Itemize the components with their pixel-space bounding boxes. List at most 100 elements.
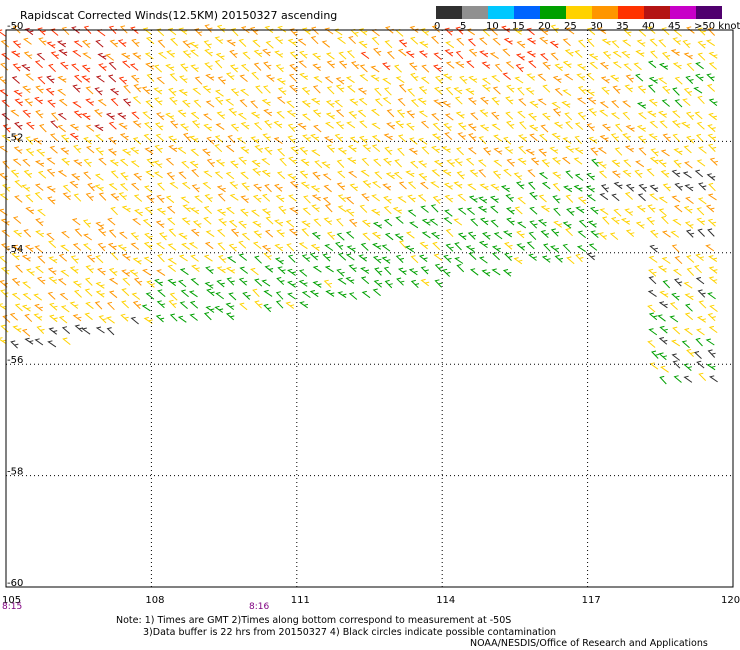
wind-barb — [585, 89, 595, 97]
wind-barb — [73, 193, 82, 202]
wind-barb — [134, 209, 143, 217]
wind-barb — [108, 290, 118, 299]
wind-barb — [528, 231, 537, 240]
wind-barb — [69, 301, 79, 309]
legend-swatch — [644, 6, 670, 19]
wind-barb — [433, 64, 442, 73]
wind-barb — [671, 169, 681, 178]
wind-barb — [24, 337, 34, 345]
wind-barb — [360, 51, 370, 60]
wind-barb — [623, 159, 632, 168]
wind-barb — [226, 277, 235, 286]
wind-barb — [622, 133, 631, 141]
wind-barb — [190, 278, 199, 286]
wind-barb — [72, 280, 82, 288]
wind-barb — [25, 148, 35, 157]
wind-barb — [121, 300, 130, 309]
wind-barb — [120, 313, 129, 322]
wind-barb — [240, 88, 249, 97]
wind-barb — [374, 87, 382, 96]
wind-barb — [85, 192, 94, 202]
y-tick-label: -52 — [7, 132, 23, 143]
legend-swatch — [488, 6, 514, 19]
y-tick-label: -60 — [7, 578, 23, 589]
wind-barb — [635, 160, 645, 168]
wind-barb — [0, 193, 9, 201]
wind-barb — [145, 292, 155, 300]
wind-barb — [96, 29, 106, 37]
wind-barb — [470, 218, 479, 227]
wind-barb — [696, 133, 704, 143]
wind-barb — [590, 230, 599, 238]
wind-barb — [562, 243, 571, 253]
wind-barb — [218, 255, 227, 264]
wind-barb — [360, 267, 370, 274]
wind-barb — [611, 100, 620, 109]
wind-barb — [648, 276, 657, 285]
wind-barb — [214, 60, 223, 69]
wind-barb — [238, 240, 247, 249]
wind-barb — [298, 242, 308, 250]
wind-barb — [250, 100, 258, 109]
wind-barb — [588, 136, 598, 144]
wind-barb — [361, 157, 370, 167]
wind-barb — [549, 40, 559, 49]
wind-barb — [263, 85, 271, 94]
wind-barb — [528, 112, 537, 121]
wind-barb — [157, 254, 165, 263]
wind-barb — [325, 112, 335, 120]
legend-label: 45 — [668, 21, 681, 32]
wind-barb — [454, 242, 462, 251]
wind-barb — [483, 147, 492, 156]
wind-barb — [241, 232, 250, 241]
wind-barb — [23, 169, 33, 178]
wind-barb — [2, 124, 11, 133]
wind-barb — [347, 144, 357, 153]
wind-barb — [479, 50, 489, 58]
wind-barb — [141, 86, 151, 95]
wind-barb — [382, 77, 392, 85]
wind-barb — [612, 50, 622, 58]
wind-barb — [444, 27, 453, 36]
wind-barb — [98, 315, 107, 324]
wind-barb — [624, 145, 634, 153]
wind-barb — [312, 85, 321, 94]
wind-barb — [348, 264, 357, 273]
wind-barb — [562, 137, 572, 144]
x-tick-label: 108 — [145, 595, 164, 606]
wind-barb — [551, 101, 561, 109]
wind-barb — [58, 315, 68, 324]
wind-barb — [561, 156, 571, 165]
wind-barb — [323, 184, 332, 193]
wind-barb — [21, 328, 31, 337]
wind-barb — [313, 218, 322, 227]
wind-barb — [562, 38, 571, 47]
wind-barb — [529, 220, 538, 229]
wind-barb — [443, 217, 453, 225]
wind-barb — [683, 328, 693, 336]
wind-barb — [287, 173, 297, 181]
map-frame — [5, 29, 734, 588]
wind-barb — [321, 161, 331, 169]
wind-barb — [130, 160, 140, 168]
y-tick-label: -58 — [7, 467, 23, 478]
wind-barb — [57, 278, 67, 286]
wind-barb — [1, 112, 10, 121]
wind-barb — [371, 135, 381, 143]
wind-barb — [132, 96, 141, 104]
wind-barb — [457, 122, 467, 131]
wind-barb — [72, 101, 82, 109]
wind-barb — [562, 221, 572, 229]
wind-barb — [610, 217, 620, 225]
wind-barb — [110, 98, 119, 107]
wind-barb — [325, 52, 335, 60]
wind-barb — [577, 196, 587, 205]
wind-barb — [554, 254, 564, 263]
wind-barb — [384, 146, 393, 155]
wind-barb — [203, 113, 212, 121]
wind-barb — [622, 169, 632, 178]
wind-barb — [565, 228, 573, 237]
wind-barb — [577, 86, 587, 95]
wind-barb — [145, 36, 155, 45]
wind-barb — [312, 171, 321, 180]
